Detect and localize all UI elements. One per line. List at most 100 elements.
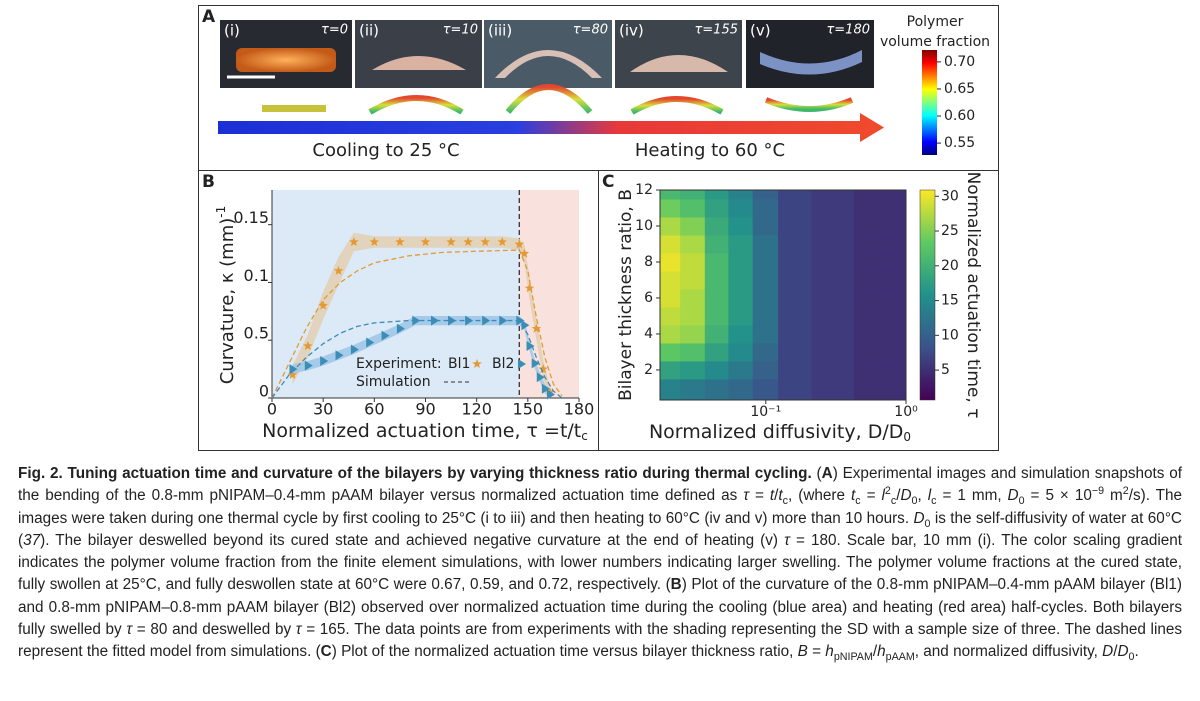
heatmap-cell: [680, 216, 706, 236]
heatmap-cell: [811, 360, 855, 380]
heatmap-cell: [660, 190, 681, 200]
heatmap-cell: [752, 288, 779, 308]
data-point: [536, 372, 545, 383]
caption-text: C: [320, 643, 332, 661]
heatmap-cell: [811, 198, 855, 218]
plot-frame: [659, 189, 907, 401]
y-tick-label: 0.15: [233, 208, 269, 227]
heatmap-cell: [660, 216, 681, 236]
data-point: [541, 383, 550, 394]
caption-text: D: [1007, 487, 1019, 505]
snapshot: [262, 105, 326, 112]
heatmap-cell: [853, 324, 907, 344]
heatmap-cell: [660, 324, 681, 344]
y-tick-label: 6: [644, 290, 653, 306]
heatmap-cell: [704, 252, 729, 272]
heatmap-cell: [811, 270, 855, 290]
colorbar-tick-label: 30: [941, 188, 959, 204]
caption-text: τ: [784, 531, 790, 549]
data-point: [519, 248, 530, 258]
caption-text: 0: [911, 495, 918, 508]
data-point: [514, 239, 525, 249]
caption-text: /: [774, 487, 779, 505]
photo-label: (v): [750, 22, 771, 40]
heatmap-cell: [660, 288, 681, 308]
caption-text: c: [855, 495, 861, 508]
heatmap-cell: [778, 360, 813, 380]
caption-text: =: [749, 487, 770, 505]
heatmap-cell: [680, 306, 706, 326]
heatmap-cell: [853, 378, 907, 401]
caption-text: ) Plot of the curvature of the 0.8-mm pN…: [18, 576, 1182, 639]
heatmap-cell: [752, 270, 779, 290]
caption-text: pNIPAM: [833, 651, 873, 664]
heatmap-cell: [728, 342, 754, 362]
photo: [615, 20, 742, 88]
caption-text: 2: [1122, 485, 1129, 498]
heatmap-cell: [853, 216, 907, 236]
photo-label: (i): [224, 22, 240, 40]
data-point: [303, 341, 313, 350]
colorbar-label: Normalized actuation time, τ: [963, 172, 983, 419]
colorbar-tick-label: 0.70: [944, 54, 975, 70]
heatmap-cell: [811, 288, 855, 308]
heatmap-cell: [728, 288, 754, 308]
heatmap-cell: [752, 360, 779, 380]
caption-text: B: [670, 576, 682, 594]
caption-text: c: [782, 495, 789, 508]
arrow-label: Heating to 60 °C: [635, 140, 785, 161]
legend-marker: [518, 359, 526, 369]
caption-text: 0: [1128, 651, 1135, 664]
arrow-label: Cooling to 25 °C: [312, 140, 459, 161]
snapshot: [630, 96, 724, 115]
heatmap-cell: [752, 216, 779, 236]
caption-text: l: [881, 487, 885, 505]
data-point: [381, 330, 390, 341]
heatmap-cell: [853, 234, 907, 254]
caption-text: D: [1102, 643, 1114, 661]
heatmap-cell: [704, 216, 729, 236]
heatmap-cell: [704, 198, 729, 218]
caption-text: h: [877, 643, 886, 661]
caption-text: D: [1117, 643, 1129, 661]
heatmap-cell: [704, 360, 729, 380]
caption-text: 37: [23, 531, 41, 549]
heatmap-cell: [778, 216, 813, 236]
caption-text: ) Plot of the normalized actuation time …: [331, 643, 798, 661]
panel-label: A: [202, 7, 216, 27]
data-point: [420, 237, 431, 246]
heatmap-cell: [853, 306, 907, 326]
data-point: [366, 337, 375, 348]
heatmap-cell: [704, 306, 729, 326]
photo-label: (ii): [359, 22, 379, 40]
figure: A Cooling to 25 °C Heating to 60 °C Poly…: [198, 5, 999, 451]
colorbar-tick-label: 25: [941, 223, 959, 239]
data-point: [320, 356, 329, 367]
heatmap-cell: [778, 198, 813, 218]
y-tick-label: 0.1: [244, 266, 269, 285]
heatmap-cell: [752, 252, 779, 272]
heatmap-cell: [853, 190, 907, 200]
caption-text: = 80 and deswelled by: [132, 621, 296, 639]
heatmap-cell: [778, 378, 813, 401]
caption-text: /: [896, 487, 901, 505]
photo-tau: τ=155: [694, 23, 738, 38]
heatmap-cell: [778, 234, 813, 254]
heatmap-cell: [704, 342, 729, 362]
caption-text: = 165. The data points are from experime…: [18, 621, 1183, 661]
caption-text: τ: [743, 487, 750, 505]
legend-label: Bl1: [448, 356, 470, 372]
caption-text: pAAM: [885, 651, 915, 664]
y-tick-label: 8: [644, 254, 653, 270]
caption-text: D: [913, 509, 925, 527]
caption-text: Fig. 2. Tuning actuation time and curvat…: [18, 465, 812, 482]
photo-label: (iii): [488, 22, 512, 40]
heatmap-cell: [680, 234, 706, 254]
x-tick-label: 180: [564, 400, 595, 419]
caption-text: B: [797, 643, 808, 661]
photo-label: (iv): [619, 22, 644, 40]
data-point: [526, 341, 535, 351]
heatmap-cell: [728, 252, 754, 272]
caption-text: 0: [1018, 495, 1025, 508]
heatmap-cell: [704, 324, 729, 344]
